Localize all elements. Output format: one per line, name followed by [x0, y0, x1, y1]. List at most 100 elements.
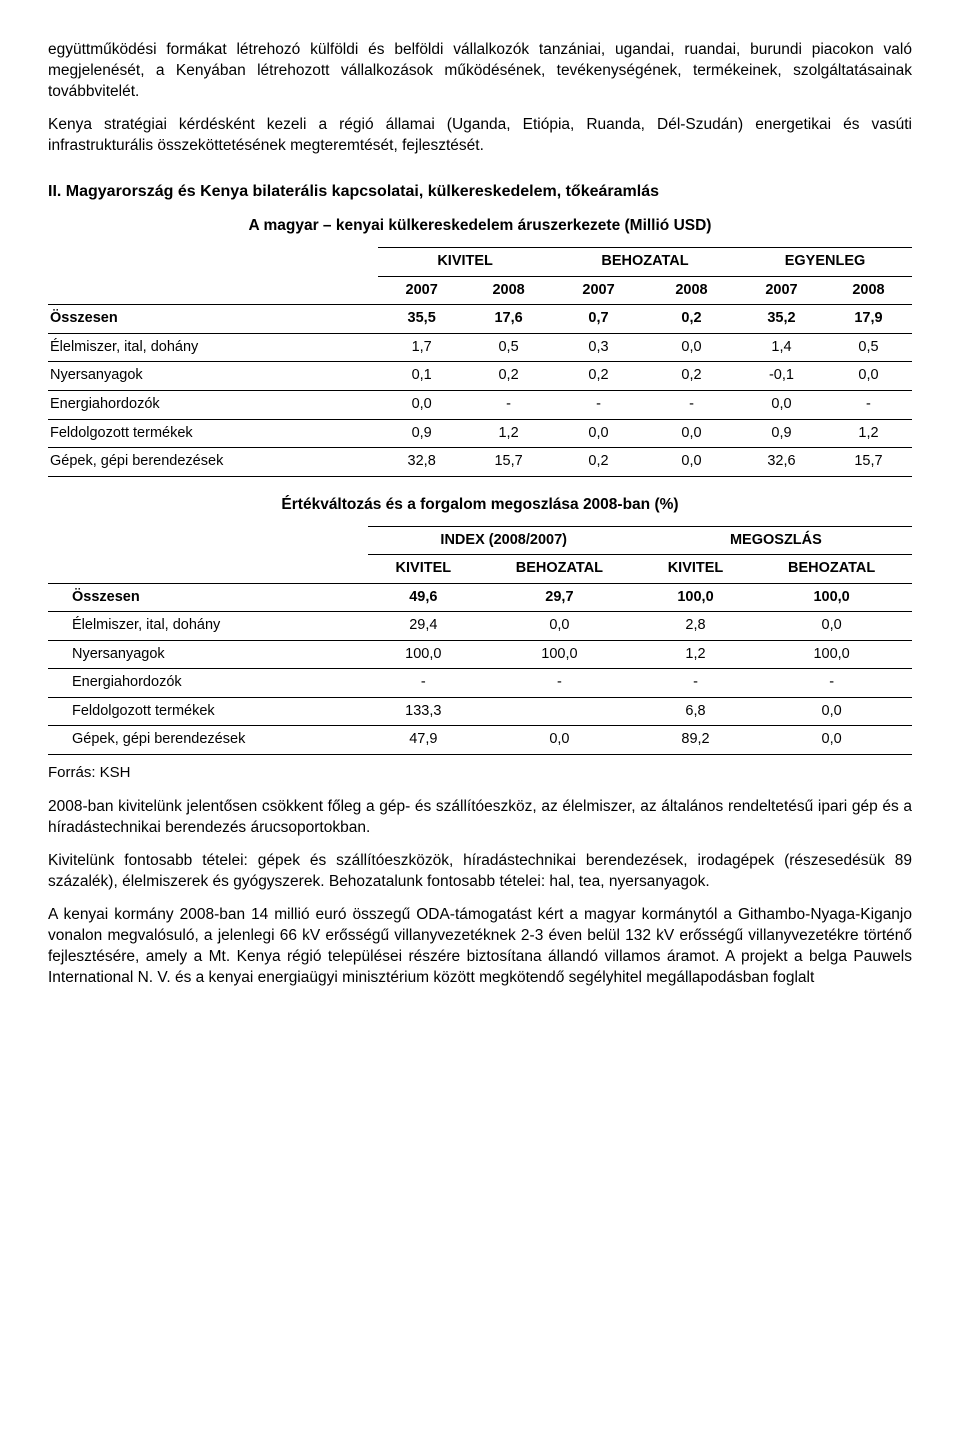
cell-value: 133,3	[368, 697, 479, 726]
col-megoszlas: MEGOSZLÁS	[640, 526, 912, 555]
cell-value: 89,2	[640, 726, 751, 755]
cell-value: 32,6	[738, 448, 825, 477]
cell-value: 17,9	[825, 305, 912, 334]
col-index: INDEX (2008/2007)	[368, 526, 640, 555]
cell-value: 0,3	[552, 333, 645, 362]
year-header: 2008	[825, 276, 912, 305]
cell-value: 0,0	[738, 390, 825, 419]
cell-value: 1,2	[825, 419, 912, 448]
sub-header: KIVITEL	[368, 555, 479, 584]
cell-value: 0,5	[465, 333, 552, 362]
cell-value: 0,0	[479, 726, 640, 755]
cell-value: -	[751, 669, 912, 698]
table-row: Energiahordozók----	[48, 669, 912, 698]
cell-value: 2,8	[640, 612, 751, 641]
cell-value: -	[479, 669, 640, 698]
col-egyenleg: EGYENLEG	[738, 248, 912, 277]
cell-value: 0,1	[378, 362, 465, 391]
cell-value: 0,2	[645, 305, 738, 334]
cell-value: 0,7	[552, 305, 645, 334]
cell-value: 0,0	[751, 697, 912, 726]
cell-value: -	[825, 390, 912, 419]
cell-value: 0,9	[738, 419, 825, 448]
cell-value: 15,7	[465, 448, 552, 477]
table1-title: A magyar – kenyai külkereskedelem árusze…	[48, 216, 912, 237]
row-label: Élelmiszer, ital, dohány	[48, 333, 378, 362]
cell-value: 100,0	[368, 640, 479, 669]
row-label: Összesen	[48, 305, 378, 334]
table-row: Energiahordozók0,0---0,0-	[48, 390, 912, 419]
row-label: Gépek, gépi berendezések	[48, 448, 378, 477]
cell-value: 47,9	[368, 726, 479, 755]
table-row: Élelmiszer, ital, dohány29,40,02,80,0	[48, 612, 912, 641]
table-row: Nyersanyagok0,10,20,20,2-0,10,0	[48, 362, 912, 391]
year-header: 2008	[465, 276, 552, 305]
table-row: Gépek, gépi berendezések47,90,089,20,0	[48, 726, 912, 755]
cell-value: 29,7	[479, 583, 640, 612]
cell-value: 100,0	[640, 583, 751, 612]
table-row: Feldolgozott termékek133,36,80,0	[48, 697, 912, 726]
row-label: Élelmiszer, ital, dohány	[48, 612, 368, 641]
col-kivitel: KIVITEL	[378, 248, 552, 277]
cell-value: 100,0	[751, 583, 912, 612]
table-row: Nyersanyagok100,0100,01,2100,0	[48, 640, 912, 669]
table-row: Gépek, gépi berendezések32,815,70,20,032…	[48, 448, 912, 477]
cell-value: -	[465, 390, 552, 419]
table-row: Feldolgozott termékek0,91,20,00,00,91,2	[48, 419, 912, 448]
cell-value: 0,2	[552, 448, 645, 477]
paragraph-4: Kivitelünk fontosabb tételei: gépek és s…	[48, 851, 912, 893]
cell-value: -	[645, 390, 738, 419]
cell-value: 100,0	[751, 640, 912, 669]
cell-value: 1,2	[640, 640, 751, 669]
year-header: 2007	[552, 276, 645, 305]
sub-header: KIVITEL	[640, 555, 751, 584]
table-row: Összesen35,517,60,70,235,217,9	[48, 305, 912, 334]
cell-value: 0,0	[479, 612, 640, 641]
sub-header: BEHOZATAL	[479, 555, 640, 584]
cell-value: 32,8	[378, 448, 465, 477]
cell-value: -	[640, 669, 751, 698]
table2-title: Értékváltozás és a forgalom megoszlása 2…	[48, 495, 912, 516]
section-heading-ii: II. Magyarország és Kenya bilaterális ka…	[48, 181, 912, 203]
year-header: 2008	[645, 276, 738, 305]
row-label: Nyersanyagok	[48, 362, 378, 391]
cell-value: 0,0	[645, 333, 738, 362]
cell-value: 0,0	[751, 612, 912, 641]
cell-value: 100,0	[479, 640, 640, 669]
row-label: Energiahordozók	[48, 669, 368, 698]
table-row: Élelmiszer, ital, dohány1,70,50,30,01,40…	[48, 333, 912, 362]
trade-structure-table: KIVITEL BEHOZATAL EGYENLEG 2007200820072…	[48, 247, 912, 477]
cell-value: -	[368, 669, 479, 698]
row-label: Feldolgozott termékek	[48, 697, 368, 726]
row-label: Nyersanyagok	[48, 640, 368, 669]
cell-value: 35,5	[378, 305, 465, 334]
cell-value: 0,5	[825, 333, 912, 362]
cell-value: 0,2	[645, 362, 738, 391]
cell-value: 1,2	[465, 419, 552, 448]
row-label: Feldolgozott termékek	[48, 419, 378, 448]
cell-value: 0,0	[645, 448, 738, 477]
cell-value: 0,0	[552, 419, 645, 448]
year-header: 2007	[378, 276, 465, 305]
paragraph-5: A kenyai kormány 2008-ban 14 millió euró…	[48, 905, 912, 989]
paragraph-intro-1: együttműködési formákat létrehozó külföl…	[48, 40, 912, 103]
cell-value: 0,0	[825, 362, 912, 391]
row-label: Energiahordozók	[48, 390, 378, 419]
cell-value: 1,4	[738, 333, 825, 362]
cell-value: 15,7	[825, 448, 912, 477]
cell-value: -	[552, 390, 645, 419]
paragraph-3: 2008-ban kivitelünk jelentősen csökkent …	[48, 797, 912, 839]
cell-value: 49,6	[368, 583, 479, 612]
change-share-table: INDEX (2008/2007) MEGOSZLÁS KIVITELBEHOZ…	[48, 526, 912, 756]
cell-value: 17,6	[465, 305, 552, 334]
table-source: Forrás: KSH	[48, 763, 912, 783]
cell-value: 0,0	[645, 419, 738, 448]
cell-value: 1,7	[378, 333, 465, 362]
cell-value: 35,2	[738, 305, 825, 334]
cell-value: 0,2	[552, 362, 645, 391]
cell-value: 0,0	[378, 390, 465, 419]
paragraph-intro-2: Kenya stratégiai kérdésként kezeli a rég…	[48, 115, 912, 157]
cell-value	[479, 697, 640, 726]
cell-value: 29,4	[368, 612, 479, 641]
row-label: Összesen	[48, 583, 368, 612]
